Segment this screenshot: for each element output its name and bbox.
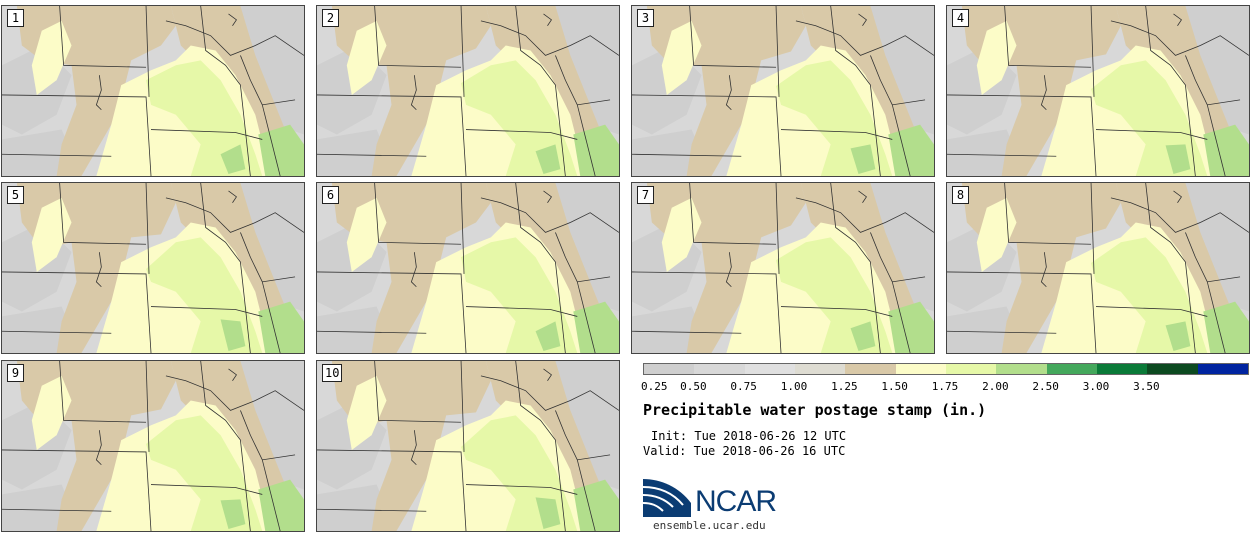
colorbar-tick-label: 1.25 [831,380,858,393]
init-time: Init: Tue 2018-06-26 12 UTC [651,429,847,443]
member-number-3: 3 [637,9,654,27]
member-number-6: 6 [322,186,339,204]
logo-text: NCAR [695,485,777,518]
member-number-4: 4 [952,9,969,27]
colorbar-tick-label: 2.50 [1032,380,1059,393]
member-number-7: 7 [637,186,654,204]
colorbar-swatch-9 [1046,364,1097,374]
member-number-2: 2 [322,9,339,27]
colorbar-swatch-10 [1096,364,1148,374]
member-number-1: 1 [7,9,24,27]
colorbar-swatch-11 [1147,364,1198,374]
colorbar-swatch-8 [996,364,1047,374]
colorbar-swatch-12 [1197,364,1248,374]
colorbar-swatch-2 [694,364,745,374]
colorbar-tick-label: 1.00 [780,380,808,393]
colorbar-tick-label: 3.50 [1133,380,1160,393]
member-map-6: 6 [316,182,620,354]
colorbar-swatch-6 [895,364,946,374]
member-map-4: 4 [946,5,1250,177]
colorbar-swatch-5 [845,364,896,374]
colorbar-ticks: 0.25 0.50 0.75 1.00 1.25 1.50 1.75 2.00 2.50 3.00… [641,380,1247,394]
colorbar-tick-label: 1.50 [881,380,908,393]
member-number-9: 9 [7,364,24,382]
site-url: ensemble.ucar.edu [653,519,766,532]
member-map-8: 8 [946,182,1250,354]
colorbar-tick-label: 0.75 [730,380,757,393]
member-map-10: 10 [316,360,620,532]
colorbar-tick-label: 3.00 [1082,380,1110,393]
member-number-5: 5 [7,186,24,204]
member-number-10: 10 [322,364,343,382]
colorbar-swatch-1 [644,364,695,374]
ncar-logo-icon [643,479,691,517]
colorbar-tick-label: 2.00 [982,380,1009,393]
map-title: Precipitable water postage stamp (in.) [643,401,987,419]
member-map-7: 7 [631,182,935,354]
colorbar-tick-label: 0.25 [641,380,668,393]
member-map-5: 5 [1,182,305,354]
valid-time: Valid: Tue 2018-06-26 16 UTC [643,444,846,458]
member-map-1: 1 [1,5,305,177]
member-number-8: 8 [952,186,969,204]
colorbar-swatch-7 [945,364,997,374]
colorbar-tick-label: 1.75 [931,380,959,393]
member-map-9: 9 [1,360,305,532]
member-map-3: 3 [631,5,935,177]
colorbar-swatch-3 [744,364,795,374]
colorbar-swatch-4 [794,364,846,374]
colorbar [643,363,1249,375]
colorbar-tick-label: 0.50 [680,380,707,393]
member-map-2: 2 [316,5,620,177]
